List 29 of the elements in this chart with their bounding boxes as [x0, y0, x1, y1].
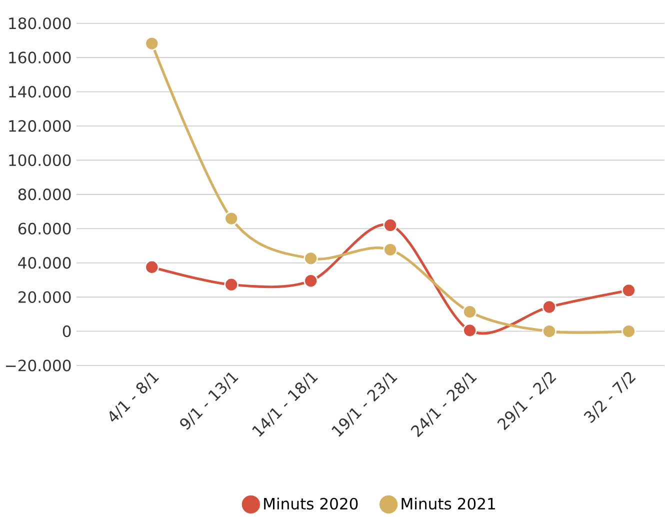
y-tick-label: −20.000	[6, 360, 71, 372]
legend-label: Minuts 2021	[402, 498, 495, 510]
y-tick-label: 20.000	[18, 291, 71, 304]
point	[144, 36, 159, 51]
point	[383, 242, 398, 258]
point	[224, 278, 238, 292]
legend-label: Minuts 2020	[264, 498, 358, 510]
y-tick-label: 40.000	[18, 257, 71, 269]
y-tick-label: 140.000	[9, 86, 71, 98]
point	[383, 218, 398, 233]
x-tick-label: 3/2 - 7/2	[584, 372, 636, 424]
x-tick-label: 4/1 - 8/1	[110, 372, 159, 422]
y-tick-label: 0	[62, 326, 71, 338]
point	[622, 324, 636, 339]
y-tick-label: 180.000	[9, 18, 71, 30]
y-tick-label: 60.000	[18, 223, 71, 235]
y-tick-label: 160.000	[9, 52, 71, 64]
point	[304, 274, 318, 288]
point	[622, 284, 636, 298]
y-tick-label: 80.000	[18, 188, 71, 201]
point	[462, 304, 477, 320]
point	[224, 212, 238, 226]
point	[542, 324, 556, 339]
y-tick-label: 120.000	[9, 120, 71, 132]
point	[304, 252, 318, 266]
point	[462, 324, 477, 338]
point	[542, 300, 556, 314]
y-tick-label: 100.000	[9, 154, 71, 166]
point	[144, 260, 159, 275]
